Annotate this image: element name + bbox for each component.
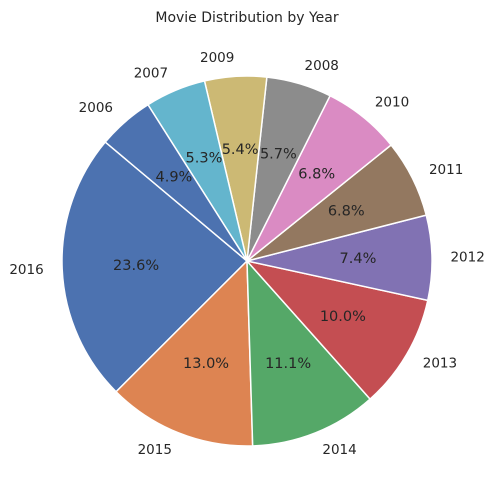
percent-label-2009: 5.4% [222,142,259,158]
percent-label-2008: 5.7% [260,147,297,163]
pie-slice-2015 [115,259,254,447]
category-label-2011: 2011 [429,162,463,178]
category-label-2009: 2009 [200,50,234,66]
pie-slice-2013 [244,259,429,401]
percent-label-2014: 11.1% [265,356,311,372]
percent-label-2007: 5.3% [186,151,223,167]
percent-label-2015: 13.0% [183,356,229,372]
percent-label-2012: 7.4% [340,251,377,267]
category-label-2007: 2007 [134,65,168,81]
category-label-2014: 2014 [322,442,356,458]
category-label-2008: 2008 [305,58,339,74]
pie-slices [61,75,433,447]
percent-label-2006: 4.9% [155,169,192,185]
category-labels: 2016 2015 2014 2013 2012 2011 2010 2008 2009 2007… [9,50,484,458]
percent-label-2016: 23.6% [113,258,159,274]
percent-label-2013: 10.0% [320,309,366,325]
percent-label-2011: 6.8% [328,203,365,219]
category-label-2013: 2013 [423,356,457,372]
percent-labels: 23.6%13.0% 11.1%10.0%7.4%6.8%6.8%5.7%5.4%… [113,142,376,372]
category-label-2012: 2012 [450,249,484,265]
pie-slice-2014 [246,258,372,447]
percent-label-2010: 6.8% [298,167,335,183]
pie-slice-2006 [104,103,248,262]
category-label-2006: 2006 [79,100,113,116]
category-label-2015: 2015 [138,442,172,458]
category-label-2010: 2010 [375,95,409,111]
pie-slice-2016 [61,141,249,393]
chart-title: Movie Distribution by Year [155,10,339,26]
category-label-2016: 2016 [9,262,43,278]
